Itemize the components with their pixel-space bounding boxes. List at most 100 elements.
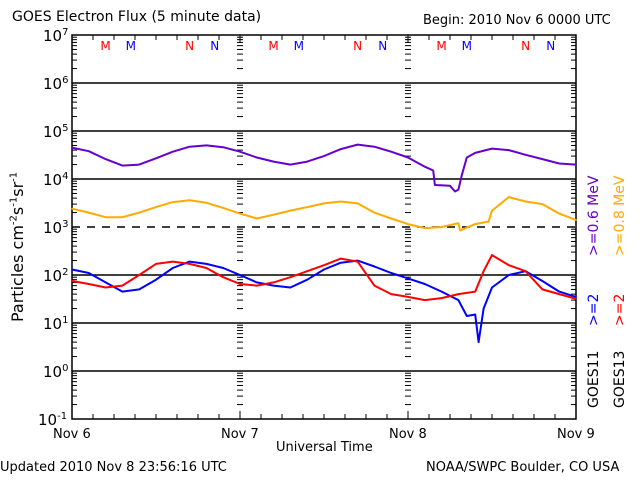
data-point: [222, 146, 224, 148]
data-point: [188, 199, 191, 202]
marker-label: N: [353, 39, 362, 53]
data-point: [306, 206, 309, 208]
data-point: [272, 160, 275, 163]
data-point: [222, 207, 224, 209]
data-point: [340, 261, 342, 264]
data-point: [356, 260, 359, 263]
legend-goes13: GOES13: [612, 350, 628, 408]
data-point: [188, 145, 191, 148]
data-point: [340, 200, 342, 203]
legend-goes13-2mev: >=2: [612, 293, 628, 326]
data-point: [289, 286, 292, 289]
data-point: [491, 254, 493, 256]
data-point: [172, 201, 174, 203]
data-point: [121, 290, 124, 293]
data-point: [541, 288, 544, 291]
data-point: [71, 207, 73, 210]
y-tick-label: 10-1: [38, 410, 68, 429]
chart-title: GOES Electron Flux (5 minute data): [12, 9, 262, 25]
data-point: [440, 297, 443, 299]
data-point: [482, 270, 485, 272]
data-point: [491, 209, 493, 212]
data-point: [487, 220, 490, 223]
y-tick-label: 107: [43, 26, 68, 45]
data-point: [508, 264, 510, 267]
data-point: [88, 150, 90, 152]
data-point: [272, 284, 275, 287]
data-point: [457, 222, 460, 224]
data-point: [460, 174, 463, 176]
data-point: [172, 150, 174, 153]
data-point: [222, 276, 224, 278]
data-point: [239, 274, 241, 276]
y-axis-label-base: Particles cm: [8, 225, 27, 322]
data-point: [306, 270, 309, 272]
data-point: [524, 270, 527, 272]
data-point: [255, 284, 258, 287]
data-point: [172, 267, 174, 269]
data-point: [188, 263, 191, 265]
y-axis-label-exp2: -1: [8, 196, 20, 207]
y-tick-exponent: 6: [62, 75, 69, 86]
y-tick-base: 10: [43, 171, 63, 189]
y-tick-label: 100: [43, 362, 68, 380]
data-point: [239, 150, 241, 153]
data-point: [558, 293, 560, 295]
data-point: [434, 184, 436, 186]
data-point: [508, 149, 510, 151]
data-point: [138, 211, 140, 214]
data-point: [390, 293, 393, 295]
y-tick-exponent: 5: [62, 123, 69, 134]
y-axis-label-s: s: [8, 206, 27, 216]
data-point: [323, 202, 325, 205]
data-point: [239, 283, 241, 285]
data-point: [121, 216, 124, 219]
data-point: [71, 268, 73, 271]
data-point: [474, 290, 477, 293]
data-point: [466, 315, 468, 317]
data-point: [474, 152, 477, 154]
data-point: [541, 203, 544, 205]
data-point: [457, 293, 460, 295]
data-point: [440, 226, 443, 228]
data-point: [155, 278, 157, 281]
data-point: [466, 156, 468, 159]
y-tick-label: 102: [43, 266, 68, 285]
data-point: [88, 283, 90, 285]
marker-label: N: [521, 39, 530, 53]
data-point: [155, 157, 157, 160]
legend-goes11-06mev: >=0.6 MeV: [586, 175, 602, 256]
data-point: [272, 213, 275, 216]
data-point: [390, 150, 393, 153]
y-tick-exponent: 1: [62, 315, 69, 326]
data-point: [373, 211, 376, 214]
marker-label: M: [126, 39, 136, 53]
updated-timestamp: Updated 2010 Nov 8 23:56:16 UTC: [0, 460, 227, 475]
y-axis-label: Particles cm-2s-1sr-1: [8, 172, 27, 322]
y-tick-base: 10: [38, 411, 58, 429]
legend-column-1: GOES11 >=2 >=0.6 MeV: [586, 176, 602, 408]
data-point: [482, 307, 485, 310]
data-point: [558, 212, 560, 215]
legend-column-2: GOES13 >=2 >=0.8 MeV: [612, 176, 628, 408]
data-point: [575, 296, 577, 298]
y-axis-label-exp3: -1: [8, 171, 20, 182]
data-point: [474, 223, 477, 225]
data-point: [432, 169, 435, 172]
legend-goes11-2mev: >=2: [586, 293, 602, 326]
data-point: [390, 272, 393, 274]
y-axis-label-exp1: -2: [8, 215, 20, 226]
data-point: [155, 263, 157, 265]
y-tick-label: 104: [43, 170, 68, 189]
data-point: [524, 153, 527, 156]
data-point: [457, 299, 460, 301]
y-tick-exponent: -1: [57, 411, 68, 422]
data-point: [104, 158, 107, 160]
data-point: [558, 290, 560, 293]
data-point: [508, 274, 510, 276]
data-point: [541, 280, 544, 282]
data-point: [491, 286, 493, 289]
y-tick-base: 10: [43, 267, 63, 285]
y-tick-base: 10: [43, 27, 63, 45]
